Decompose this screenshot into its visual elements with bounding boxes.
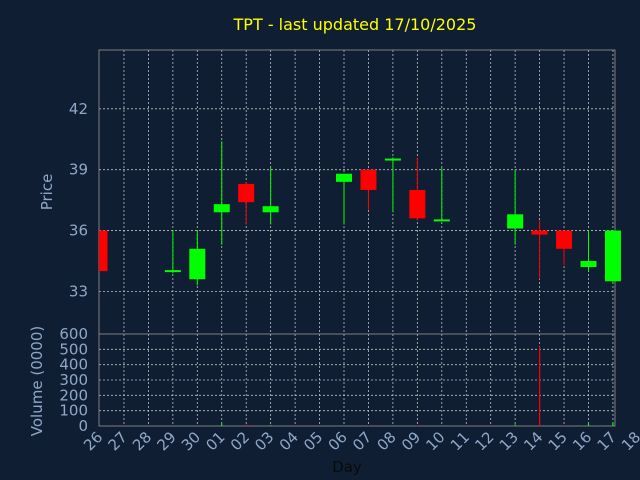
candle-07 [360, 169, 377, 211]
candle-01 [213, 141, 230, 245]
candle-13 [507, 169, 524, 245]
candle-body [336, 173, 352, 182]
candle-body [99, 230, 108, 272]
candle-body [531, 230, 548, 235]
candle-06 [336, 173, 352, 225]
candles [99, 141, 621, 286]
candle-14 [531, 220, 548, 280]
y-axis-label: Price [38, 174, 56, 211]
y-tick-label: 36 [69, 222, 88, 240]
candle-body [433, 219, 450, 222]
candle-10 [433, 167, 450, 222]
volume-tick-label: 200 [59, 386, 88, 404]
price-axis: 33 36 39 42 [69, 100, 88, 301]
candle-02 [238, 181, 255, 225]
chart-title: TPT - last updated 17/10/2025 [233, 15, 477, 34]
y-tick-label: 39 [69, 161, 88, 179]
candle-body [360, 169, 377, 190]
candle-body [164, 270, 181, 273]
candle-body [238, 183, 255, 203]
candle-17 [604, 230, 621, 284]
candle-body [384, 158, 401, 161]
y-tick-label: 33 [69, 282, 88, 300]
candle-body [213, 204, 230, 213]
x-axis-label: Day [332, 458, 362, 476]
volume-tick-label: 600 [59, 325, 88, 343]
volume-grid [99, 334, 615, 426]
candle-30 [189, 230, 206, 286]
candle-body [262, 206, 279, 213]
price-grid [99, 50, 615, 334]
candle-body [580, 260, 597, 268]
candle-body [189, 248, 206, 280]
x-axis: 2627282930010203040506070809101112131415… [80, 428, 640, 454]
candle-body [507, 214, 524, 229]
volume-tick-label: 300 [59, 371, 88, 389]
candle-15 [556, 230, 573, 266]
volume-tick-label: 100 [59, 402, 88, 420]
candle-16 [580, 230, 597, 272]
volume-bars [221, 346, 614, 426]
volume-panel-frame [98, 333, 616, 427]
y-tick-label: 42 [69, 100, 88, 118]
candle-08 [384, 157, 401, 213]
candle-09 [409, 157, 426, 221]
candle-body [604, 230, 621, 282]
candle-03 [262, 167, 279, 225]
volume-tick-label: 0 [78, 417, 88, 435]
candle-26 [99, 230, 108, 272]
volume-axis-label: Volume (0000) [28, 326, 46, 436]
candle-29 [164, 230, 181, 274]
candle-body [556, 230, 573, 249]
volume-tick-label: 500 [59, 340, 88, 358]
volume-tick-label: 400 [59, 356, 88, 374]
candle-body [409, 189, 426, 219]
